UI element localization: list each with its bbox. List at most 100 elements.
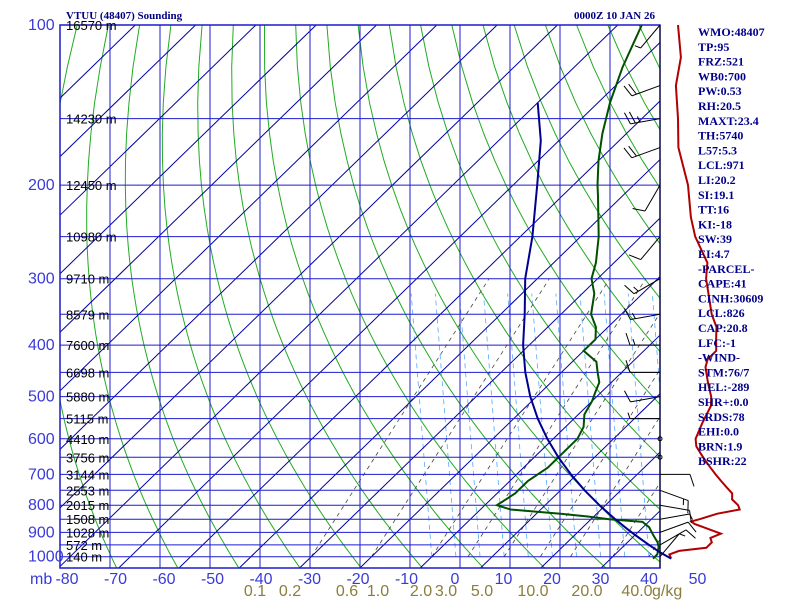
temperature-tick-label: -30	[298, 571, 321, 588]
height-label: 7600 m	[66, 338, 109, 353]
height-label: 10980 m	[66, 230, 117, 245]
moist-adiabat-line	[627, 293, 650, 557]
pressure-tick-label: 300	[28, 271, 55, 288]
wind-barb	[632, 184, 661, 212]
height-label: 2015 m	[66, 498, 109, 513]
height-label: 1508 m	[66, 512, 109, 527]
wind-barb	[659, 533, 686, 558]
dry-adiabat-line	[576, 24, 661, 189]
index-entry: TT:16	[698, 203, 729, 217]
wind-barbs	[623, 24, 697, 568]
temperature-tick-label: -10	[395, 571, 418, 588]
mixing-ratio-line	[570, 416, 661, 557]
temperature-tick-label: 30	[592, 571, 610, 588]
height-label: 14230 m	[66, 112, 117, 127]
index-entry: -WIND-	[698, 351, 740, 365]
wind-barb	[657, 454, 663, 460]
wind-barb	[657, 436, 663, 442]
index-entry: MAXT:23.4	[698, 114, 759, 128]
temperature-tick-label: -40	[249, 571, 272, 588]
wind-barb	[634, 24, 661, 49]
wind-barb	[660, 473, 695, 487]
index-entry: PW:0.53	[698, 84, 742, 98]
height-label: 5880 m	[66, 390, 109, 405]
height-label: 2553 m	[66, 483, 109, 498]
mixing-ratio-label: 1.0	[367, 583, 389, 600]
mixing-ratio-lines	[310, 278, 661, 557]
pressure-tick-label: 700	[28, 466, 55, 483]
moist-adiabat-line	[531, 293, 553, 557]
parcel-profile	[522, 102, 672, 560]
isotherm-line	[59, 24, 619, 567]
temperature-tick-label: 50	[689, 571, 707, 588]
index-entry: SRDS:78	[698, 410, 745, 424]
index-entry: HEL:-289	[698, 380, 749, 394]
sounding-time: 0000Z 10 JAN 26	[574, 10, 655, 22]
pressure-unit-label: mb	[30, 571, 52, 588]
index-entry: STM:76/7	[698, 365, 749, 379]
isotherm-line	[59, 24, 196, 157]
isotherms	[59, 24, 661, 569]
index-entry: SW:39	[698, 232, 732, 246]
mixing-ratio-label: 10.0	[517, 583, 548, 600]
plot-area	[59, 24, 742, 569]
moist-adiabat-line	[507, 293, 529, 557]
dry-adiabat-line	[544, 24, 661, 244]
index-entry: BSHR:22	[698, 454, 747, 468]
index-entry: CAPE:41	[698, 277, 747, 291]
wind-barb	[628, 236, 661, 261]
temperature-tick-label: -80	[55, 571, 78, 588]
height-label: 9710 m	[66, 272, 109, 287]
mixing-ratio-label: 2.0	[410, 583, 432, 600]
index-entry: BRN:1.9	[698, 439, 742, 453]
index-entry: CINH:30609	[698, 291, 763, 305]
mixing-ratio-line	[503, 312, 661, 557]
pressure-tick-label: 500	[28, 389, 55, 406]
pressure-tick-label: 600	[28, 431, 55, 448]
index-entry: LI:20.2	[698, 173, 736, 187]
temperature-tick-label: -60	[152, 571, 175, 588]
station-title: VTUU (48407) Sounding	[66, 10, 183, 22]
height-label: 16570 m	[66, 18, 117, 33]
pressure-tick-label: 1000	[28, 549, 64, 566]
height-label: 8579 m	[66, 307, 109, 322]
wind-barb	[625, 360, 660, 373]
mixing-ratio-label: 0.6	[336, 583, 358, 600]
height-label: 140 m	[66, 550, 102, 565]
mixing-ratio-unit: g/kg	[652, 583, 682, 600]
mixing-ratio-label: 3.0	[435, 583, 457, 600]
pressure-tick-label: 200	[28, 177, 55, 194]
temperature-tick-label: -50	[201, 571, 224, 588]
moist-adiabat-line	[434, 293, 457, 557]
index-entry: EHI:0.0	[698, 425, 739, 439]
temperature-profile	[668, 24, 742, 559]
temperature-tick-label: 20	[543, 571, 561, 588]
index-entry: TH:5740	[698, 129, 743, 143]
index-entry: LFC:-1	[698, 336, 736, 350]
index-entry: LCL:971	[698, 158, 745, 172]
mixing-ratio-line	[310, 278, 490, 557]
isotherm-line	[600, 510, 661, 569]
pressure-tick-label: 800	[28, 497, 55, 514]
sounding-profiles	[494, 24, 742, 560]
index-entry: KI:-18	[698, 217, 732, 231]
isotherm-line	[118, 42, 661, 569]
height-label: 6698 m	[66, 365, 109, 380]
pressure-tick-label: 900	[28, 524, 55, 541]
temperature-tick-label: 10	[495, 571, 513, 588]
wind-barb	[623, 308, 661, 321]
mixing-ratio-label: 5.0	[471, 583, 493, 600]
index-entry: SHR+:0.0	[698, 395, 749, 409]
wind-barb	[659, 529, 696, 546]
isotherm-line	[540, 451, 661, 569]
mixing-ratio-line	[540, 369, 661, 557]
mixing-ratio-line	[612, 482, 661, 557]
dewpoint-profile	[494, 24, 660, 560]
mixing-ratio-label: 0.2	[279, 583, 301, 600]
mixing-ratio-label: 0.1	[244, 583, 266, 600]
isotherm-line	[59, 24, 136, 99]
height-label: 5115 m	[66, 412, 108, 427]
